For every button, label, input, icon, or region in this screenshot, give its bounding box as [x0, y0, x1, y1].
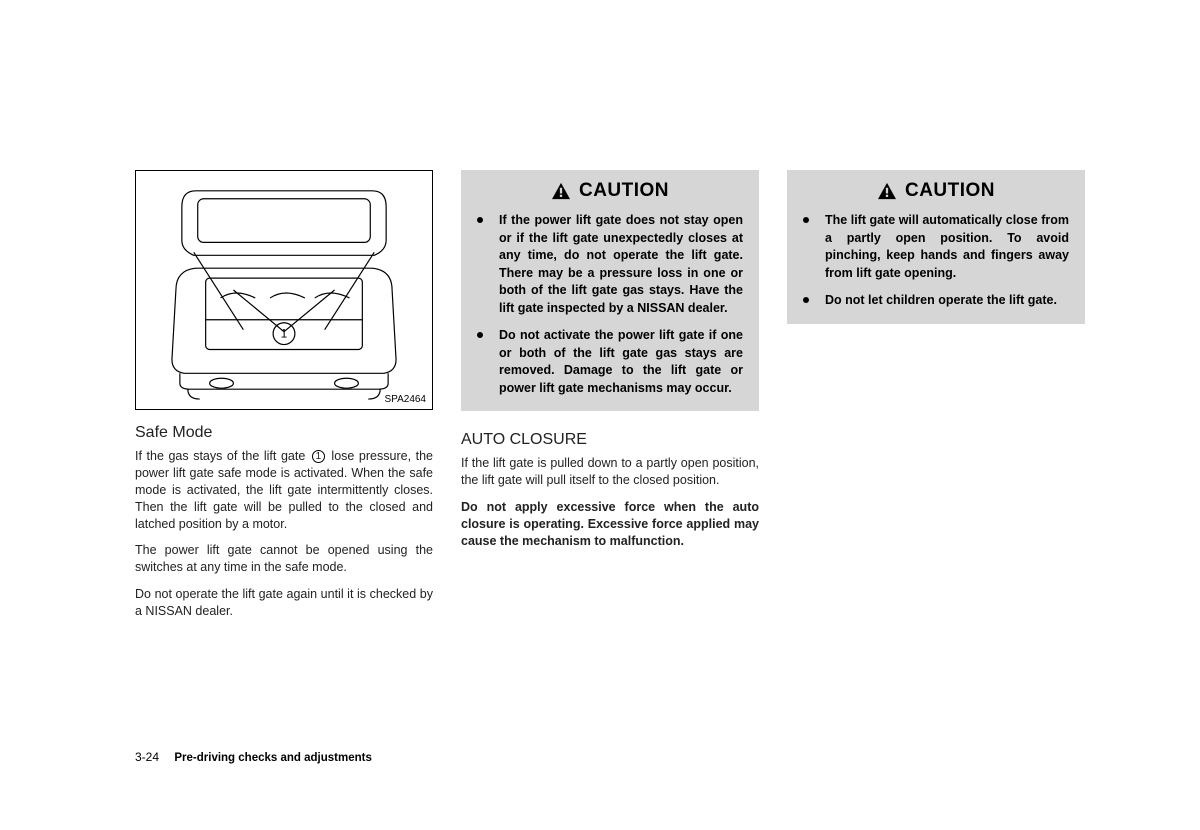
- page-footer: 3-24 Pre-driving checks and adjustments: [135, 750, 372, 764]
- safe-mode-p3: Do not operate the lift gate again until…: [135, 586, 433, 620]
- caution-title-2: CAUTION: [905, 180, 995, 202]
- bullet-icon: [477, 217, 483, 223]
- auto-closure-p1: If the lift gate is pulled down to a par…: [461, 455, 759, 489]
- safe-mode-p1: If the gas stays of the lift gate 1 lose…: [135, 448, 433, 532]
- caution-box-1: CAUTION If the power lift gate does not …: [461, 170, 759, 411]
- caution-list-1: If the power lift gate does not stay ope…: [461, 212, 759, 397]
- caution1-text-1: Do not activate the power lift gate if o…: [499, 327, 743, 397]
- page-number: 3-24: [135, 750, 159, 764]
- figure-code: SPA2464: [384, 394, 426, 405]
- caution-box-2: CAUTION The lift gate will automatically…: [787, 170, 1085, 324]
- caution2-text-0: The lift gate will automatically close f…: [825, 212, 1069, 282]
- bullet-icon: [477, 332, 483, 338]
- safe-mode-p2: The power lift gate cannot be opened usi…: [135, 542, 433, 576]
- caution2-item-1: Do not let children operate the lift gat…: [803, 292, 1069, 310]
- column-2: CAUTION If the power lift gate does not …: [461, 170, 759, 630]
- bullet-icon: [803, 217, 809, 223]
- caution1-text-0: If the power lift gate does not stay ope…: [499, 212, 743, 317]
- p1-part-a: If the gas stays of the lift gate: [135, 449, 310, 463]
- section-title: Pre-driving checks and adjustments: [174, 752, 371, 764]
- caution2-text-1: Do not let children operate the lift gat…: [825, 292, 1057, 310]
- column-1: 1 SPA2464 Safe Mode If the gas stays of …: [135, 170, 433, 630]
- circled-1-inline: 1: [312, 450, 325, 463]
- caution-header-1: CAUTION: [461, 170, 759, 212]
- caution-header-2: CAUTION: [787, 170, 1085, 212]
- vehicle-figure: 1 SPA2464: [135, 170, 433, 410]
- callout-number: 1: [281, 327, 288, 341]
- warning-icon: [551, 182, 571, 200]
- safe-mode-heading: Safe Mode: [135, 424, 433, 442]
- caution-list-2: The lift gate will automatically close f…: [787, 212, 1085, 310]
- auto-closure-p2: Do not apply excessive force when the au…: [461, 499, 759, 550]
- caution1-item-0: If the power lift gate does not stay ope…: [477, 212, 743, 317]
- caution-title-1: CAUTION: [579, 180, 669, 202]
- caution2-item-0: The lift gate will automatically close f…: [803, 212, 1069, 282]
- warning-icon: [877, 182, 897, 200]
- liftgate-illustration: 1: [136, 171, 432, 409]
- caution1-item-1: Do not activate the power lift gate if o…: [477, 327, 743, 397]
- manual-page: 1 SPA2464 Safe Mode If the gas stays of …: [135, 170, 1085, 630]
- auto-closure-heading: AUTO CLOSURE: [461, 431, 759, 449]
- column-3: CAUTION The lift gate will automatically…: [787, 170, 1085, 630]
- bullet-icon: [803, 297, 809, 303]
